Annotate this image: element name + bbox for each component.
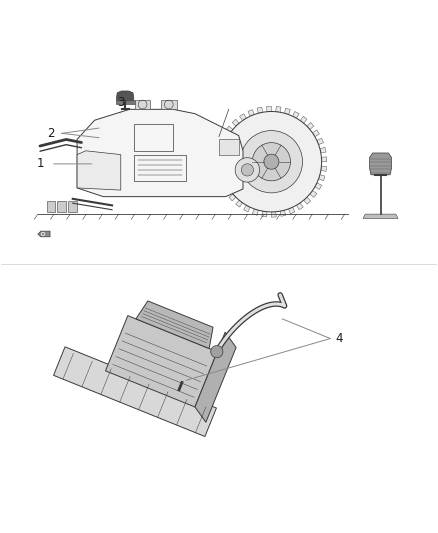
- Circle shape: [240, 131, 303, 193]
- Circle shape: [235, 158, 260, 182]
- Polygon shape: [223, 187, 230, 193]
- Circle shape: [221, 111, 321, 212]
- Polygon shape: [244, 205, 250, 212]
- Polygon shape: [77, 151, 121, 190]
- Polygon shape: [161, 100, 177, 109]
- Polygon shape: [46, 201, 55, 212]
- Polygon shape: [272, 212, 276, 217]
- Polygon shape: [252, 209, 258, 215]
- Polygon shape: [297, 203, 303, 209]
- Polygon shape: [315, 183, 321, 189]
- Polygon shape: [219, 139, 239, 155]
- Polygon shape: [313, 130, 319, 136]
- Polygon shape: [307, 123, 314, 130]
- Polygon shape: [232, 119, 239, 126]
- Circle shape: [264, 154, 279, 169]
- Polygon shape: [229, 194, 236, 201]
- Text: 1: 1: [36, 157, 44, 171]
- Polygon shape: [257, 107, 263, 113]
- Polygon shape: [310, 190, 317, 197]
- Polygon shape: [280, 210, 286, 216]
- Polygon shape: [300, 116, 307, 123]
- Circle shape: [252, 143, 290, 181]
- Polygon shape: [236, 200, 243, 207]
- Polygon shape: [363, 214, 398, 219]
- Polygon shape: [321, 157, 327, 161]
- Polygon shape: [57, 201, 66, 212]
- Polygon shape: [248, 110, 254, 116]
- Polygon shape: [106, 316, 217, 407]
- Circle shape: [241, 164, 254, 176]
- Polygon shape: [217, 171, 223, 176]
- Polygon shape: [38, 231, 50, 237]
- Polygon shape: [276, 107, 281, 112]
- Polygon shape: [77, 109, 243, 197]
- Polygon shape: [320, 147, 326, 153]
- Polygon shape: [53, 347, 216, 437]
- Polygon shape: [221, 134, 228, 141]
- Polygon shape: [216, 161, 221, 166]
- Polygon shape: [304, 197, 311, 204]
- Circle shape: [211, 345, 223, 358]
- Polygon shape: [117, 91, 134, 101]
- Polygon shape: [240, 114, 246, 120]
- Polygon shape: [218, 143, 224, 149]
- Text: 2: 2: [47, 127, 55, 140]
- Polygon shape: [135, 100, 150, 109]
- Polygon shape: [219, 179, 226, 185]
- Polygon shape: [195, 332, 236, 422]
- Text: 3: 3: [117, 96, 124, 109]
- Polygon shape: [267, 106, 272, 112]
- Polygon shape: [68, 201, 77, 212]
- Polygon shape: [370, 153, 392, 175]
- Text: 4: 4: [336, 332, 343, 345]
- Polygon shape: [289, 207, 295, 214]
- Polygon shape: [136, 301, 213, 349]
- Polygon shape: [226, 126, 233, 133]
- Polygon shape: [116, 100, 135, 104]
- Polygon shape: [293, 111, 299, 118]
- Polygon shape: [262, 211, 267, 217]
- Polygon shape: [317, 138, 324, 144]
- Polygon shape: [284, 108, 290, 115]
- Polygon shape: [321, 166, 327, 171]
- Polygon shape: [318, 175, 325, 181]
- Polygon shape: [216, 152, 222, 157]
